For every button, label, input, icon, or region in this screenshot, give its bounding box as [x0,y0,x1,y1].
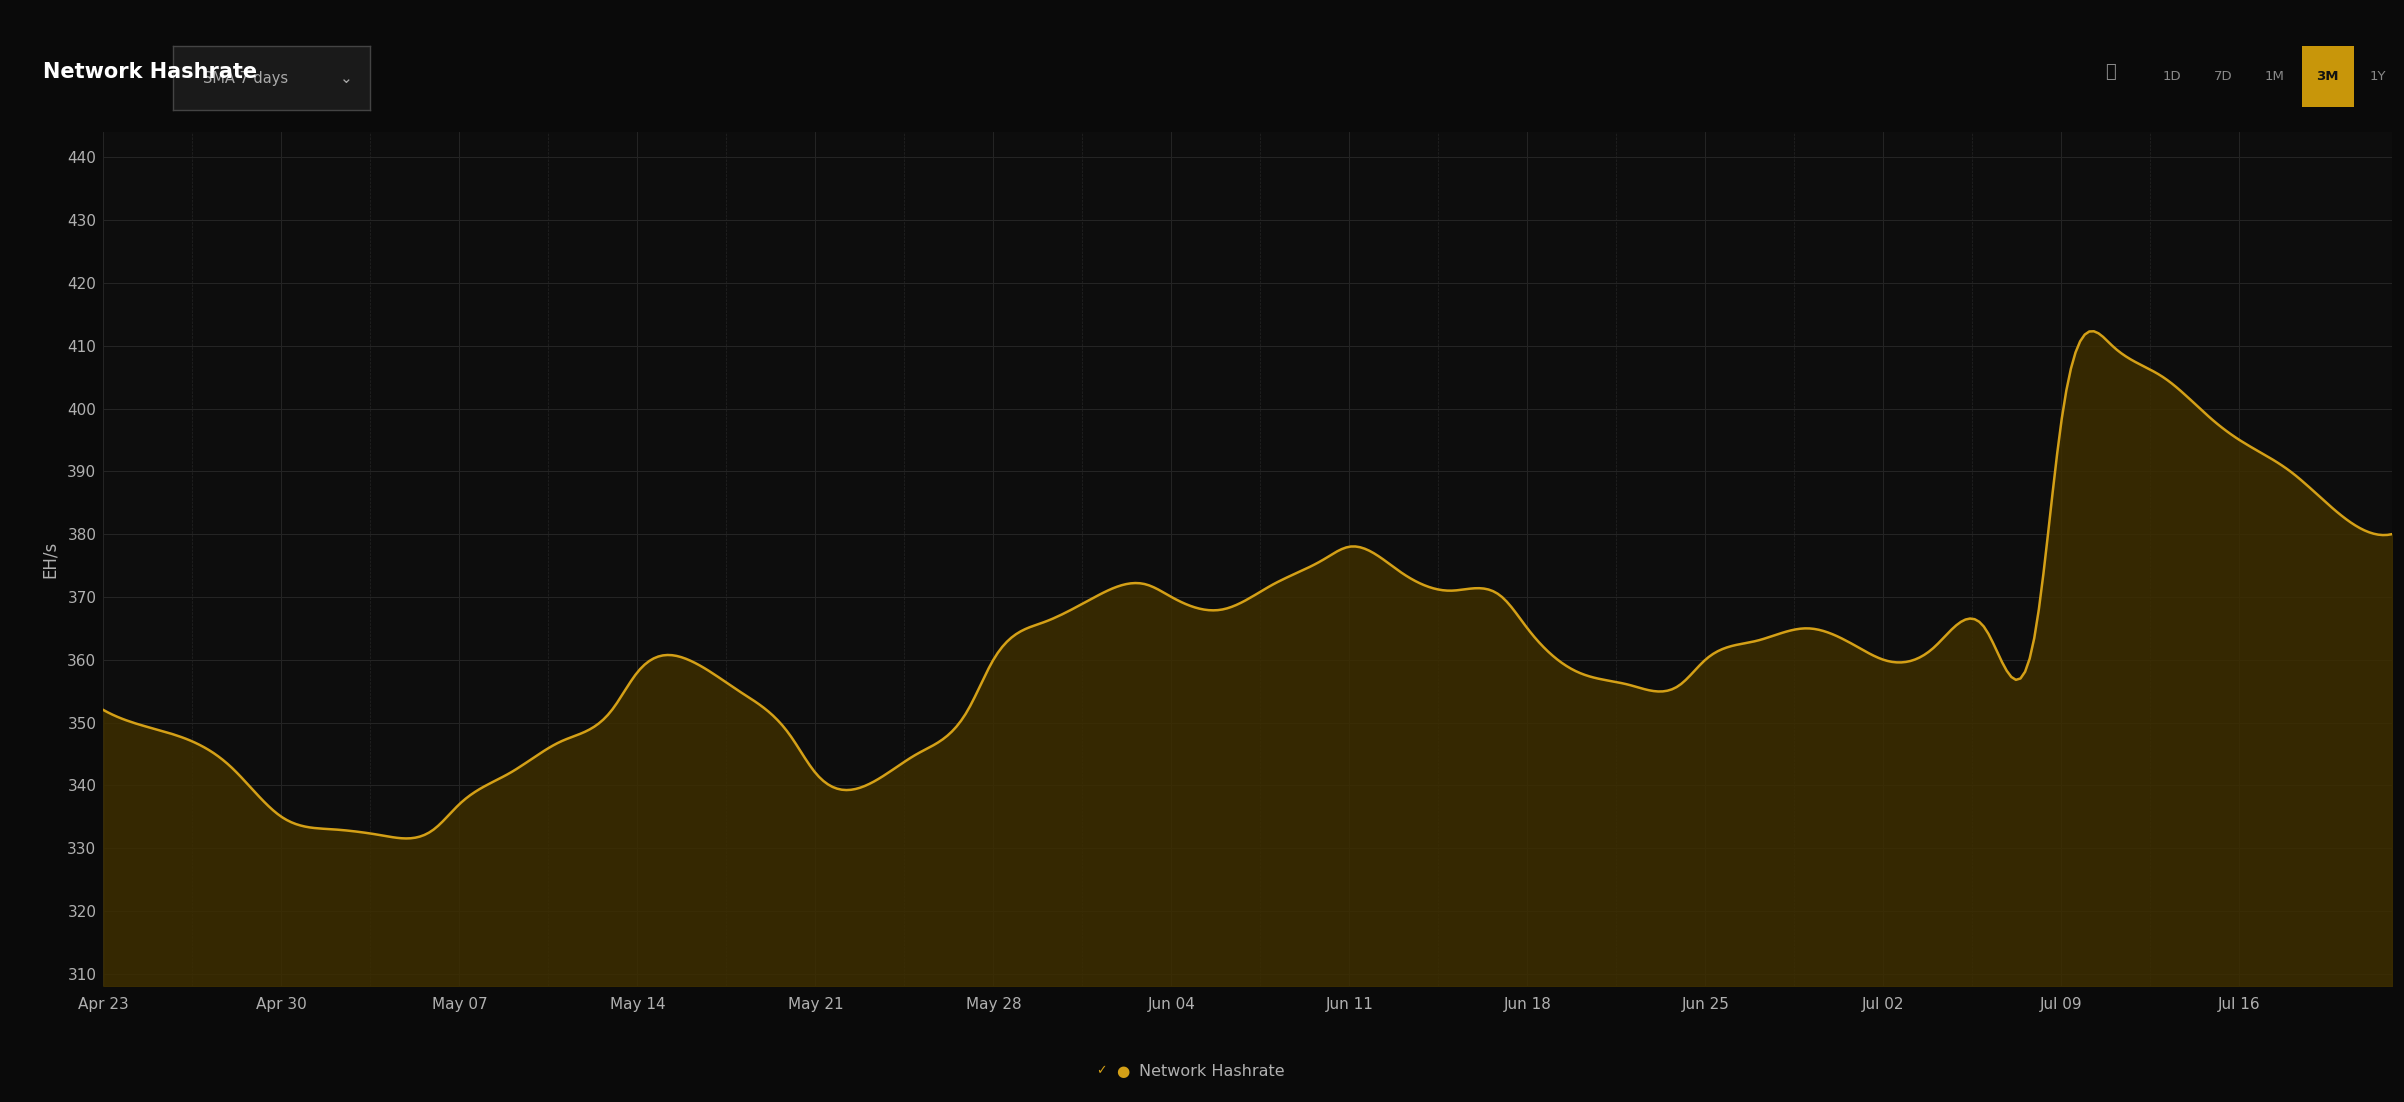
Text: SMA 7 days: SMA 7 days [202,71,288,86]
Y-axis label: EH/s: EH/s [41,541,60,577]
Text: ●: ● [1115,1063,1130,1079]
Text: ⌄: ⌄ [341,71,353,86]
Text: 7D: 7D [2214,71,2233,83]
Text: Network Hashrate: Network Hashrate [1139,1063,1286,1079]
Text: 1M: 1M [2265,71,2284,83]
Text: 3M: 3M [2317,71,2339,83]
Text: 1D: 1D [2161,71,2180,83]
Text: Network Hashrate: Network Hashrate [43,62,257,82]
Text: ✓: ✓ [1096,1065,1106,1078]
Text: 1Y: 1Y [2370,71,2387,83]
Text: ⛶: ⛶ [2106,63,2116,80]
